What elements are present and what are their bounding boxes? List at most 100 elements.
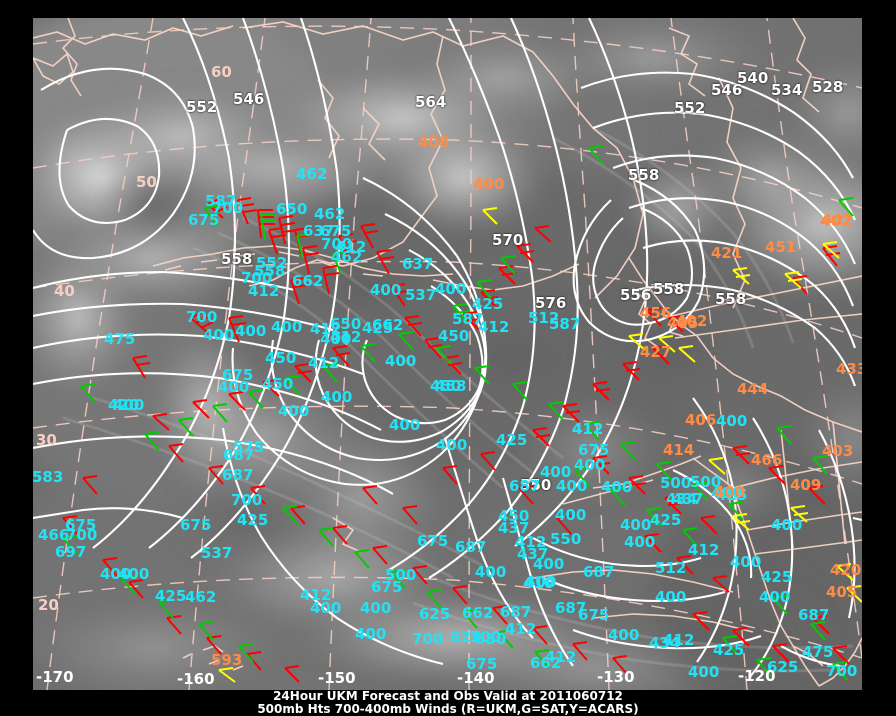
sat-level-label: 400	[435, 280, 467, 298]
sat-level-label: 400	[385, 352, 417, 370]
sat-level-label: 412	[335, 238, 367, 256]
sat-level-label: 500	[385, 566, 417, 584]
sat-level-label: 400	[574, 456, 606, 474]
acars-level-label: 402	[676, 312, 708, 330]
sat-level-label: 462	[185, 588, 217, 606]
sat-level-label: 552	[256, 254, 288, 272]
sat-level-label: 400	[716, 412, 748, 430]
coastlines	[33, 18, 862, 687]
sat-level-label: 687	[455, 538, 487, 556]
sat-level-label: 662	[372, 316, 404, 334]
height-contour-label: 552	[186, 98, 218, 116]
acars-level-label: 400	[714, 483, 746, 501]
height-contour-label: 576	[535, 294, 567, 312]
sat-level-label: 400	[620, 516, 652, 534]
sat-level-label: 700	[231, 491, 263, 509]
sat-level-label: 400	[624, 533, 656, 551]
sat-level-label: 400	[100, 565, 132, 583]
sat-level-label: 450	[265, 349, 297, 367]
sat-level-label: 462	[331, 248, 363, 266]
sat-level-label: 412	[515, 533, 547, 551]
longitude-tick-label: -150	[318, 669, 356, 687]
longitude-tick-label: -160	[177, 670, 215, 688]
sat-level-label: 412	[478, 318, 510, 336]
sat-level-label: 400	[113, 396, 145, 414]
sat-level-label: 412	[248, 282, 280, 300]
acars-level-label: 451	[765, 238, 797, 256]
sat-level-label: 412	[572, 420, 604, 438]
sat-level-label: 687	[798, 606, 830, 624]
sat-level-label: 675	[578, 441, 610, 459]
acars-level-label: 420	[830, 561, 862, 579]
sat-level-label: 400	[608, 626, 640, 644]
sat-level-label: 700	[321, 235, 353, 253]
sat-level-label: 400	[320, 330, 352, 348]
sat-level-label: 475	[802, 643, 834, 661]
sat-level-label: 412	[572, 420, 604, 438]
wind-barbs-acars	[218, 207, 862, 683]
acars-level-label: 403	[822, 442, 854, 460]
sat-level-label: 400	[688, 663, 720, 681]
sat-level-label: 425	[472, 295, 504, 313]
sat-level-label: 587	[452, 310, 484, 328]
sat-level-label: 410	[523, 574, 555, 592]
sat-level-label: 400	[771, 516, 803, 534]
sat-level-label: 700	[470, 628, 502, 646]
height-contour-label: 550	[520, 476, 552, 494]
sat-level-label: 400	[533, 555, 565, 573]
acars-level-label: 593	[211, 651, 243, 669]
sat-level-label: 412	[545, 648, 577, 666]
sat-level-label: 412	[330, 328, 362, 346]
longitude-tick-label: -130	[597, 668, 635, 686]
acars-level-label: 405	[826, 583, 858, 601]
sat-level-label: 550	[550, 530, 582, 548]
sat-level-label: 412	[505, 620, 537, 638]
sat-level-label: 400	[655, 588, 687, 606]
height-contour-label: 558	[715, 290, 747, 308]
sat-level-label: 412	[663, 631, 695, 649]
height-contour-label: 570	[492, 231, 524, 249]
sat-level-label: 650	[276, 200, 308, 218]
sat-level-label: 425	[716, 486, 748, 504]
sat-level-label: 462	[314, 205, 346, 223]
sat-level-label: 400	[711, 484, 743, 502]
sat-level-label: 400	[203, 326, 235, 344]
height-contour-label: 552	[674, 99, 706, 117]
acars-level-label: 444	[737, 380, 769, 398]
sat-level-label: 450	[498, 507, 530, 525]
height-contour-label: 564	[415, 93, 447, 111]
height-contour-label: 540	[737, 69, 769, 87]
sat-level-label: 412	[300, 586, 332, 604]
sat-level-label: 587	[549, 315, 581, 333]
graticule-label: 30	[36, 431, 57, 449]
sat-level-label: 434	[649, 634, 681, 652]
graticule-label: 60	[211, 63, 232, 81]
sat-level-label: 400	[310, 599, 342, 617]
sat-level-label: 537	[405, 286, 437, 304]
sat-level-label: 687	[555, 599, 587, 617]
caption-line-1: 24Hour UKM Forecast and Obs Valid at 201…	[273, 689, 623, 703]
acars-level-label: 409	[790, 476, 822, 494]
sat-level-label: 400	[525, 573, 557, 591]
sat-level-label: 675	[180, 516, 212, 534]
sat-level-label: 625	[767, 658, 799, 676]
sat-level-label: 450	[438, 327, 470, 345]
wind-barbs-sat	[62, 145, 854, 681]
sat-level-label: 475	[104, 330, 136, 348]
height-contour-label: 528	[812, 78, 844, 96]
sat-level-label: 400	[555, 506, 587, 524]
sat-level-label: 625	[419, 605, 451, 623]
sat-level-label: 425	[650, 511, 682, 529]
height-contour-label: 558	[653, 280, 685, 298]
height-contour-label: 558	[221, 250, 253, 268]
sat-level-label: 637	[402, 255, 434, 273]
sat-level-label: 450	[430, 377, 462, 395]
acars-level-label: 405	[667, 314, 699, 332]
acars-level-label: 406	[685, 411, 717, 429]
sat-level-label: 650	[475, 630, 507, 648]
sat-level-label: 675	[65, 516, 97, 534]
acars-level-label: 433	[836, 360, 862, 378]
height-contour-label: 556	[620, 286, 652, 304]
sat-level-label: 425	[713, 641, 745, 659]
